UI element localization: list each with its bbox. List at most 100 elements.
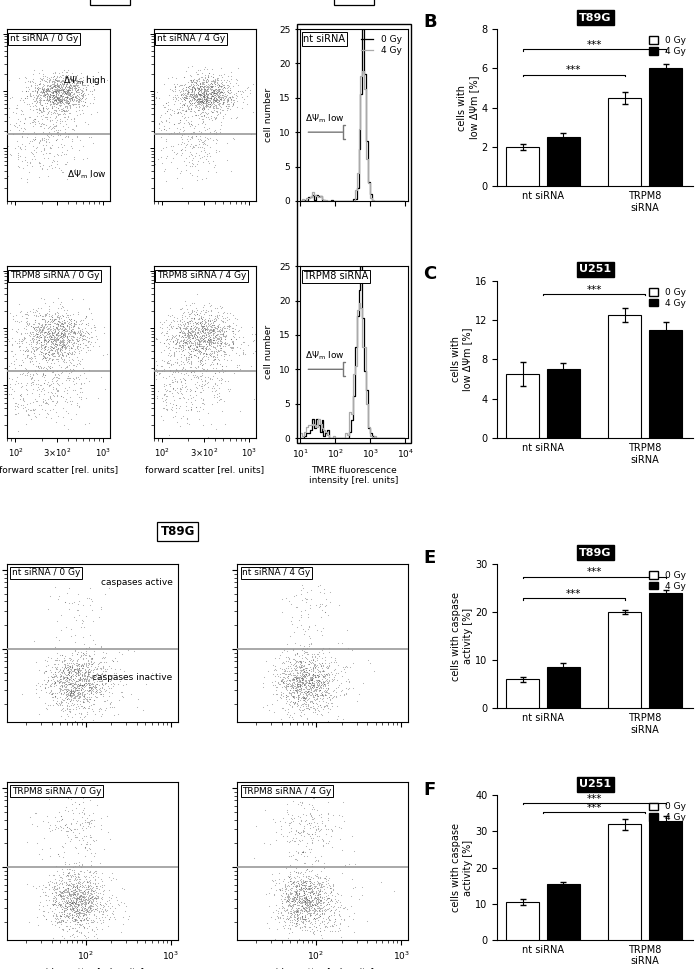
Point [95, 871, 106, 887]
Point [315, 679, 326, 695]
Point [33, 373, 44, 389]
Point [106, 906, 118, 922]
Point [297, 878, 308, 893]
Point [188, 90, 199, 106]
Point [64, 873, 76, 889]
Point [312, 700, 323, 715]
Point [293, 903, 304, 919]
Point [68, 889, 79, 904]
Point [186, 78, 197, 94]
Point [58, 81, 69, 97]
Point [212, 330, 223, 346]
Point [55, 818, 66, 833]
Point [194, 312, 205, 328]
Point [67, 714, 78, 730]
Point [71, 900, 82, 916]
Point [67, 78, 78, 93]
Point [208, 378, 219, 393]
Point [187, 155, 198, 171]
Point [196, 378, 207, 393]
Point [43, 145, 55, 161]
Point [300, 687, 312, 703]
Point [73, 693, 84, 708]
Point [295, 681, 306, 697]
Point [60, 658, 71, 673]
Point [70, 658, 81, 673]
Point [71, 903, 83, 919]
Point [69, 886, 80, 901]
Point [40, 69, 51, 84]
Point [176, 337, 188, 353]
Point [97, 676, 108, 692]
Point [38, 332, 49, 348]
Point [314, 892, 326, 908]
Point [233, 83, 244, 99]
Point [200, 91, 211, 107]
Point [298, 821, 309, 836]
Point [52, 83, 64, 99]
Point [41, 328, 52, 344]
Point [202, 79, 214, 95]
Point [313, 667, 324, 682]
Point [37, 76, 48, 91]
Point [63, 674, 74, 690]
Point [37, 348, 48, 363]
Point [200, 98, 211, 113]
Point [299, 887, 310, 902]
Point [5, 355, 16, 370]
Point [206, 84, 217, 100]
Point [50, 86, 62, 102]
Point [181, 112, 192, 128]
Point [204, 332, 216, 348]
Point [288, 651, 299, 667]
Point [198, 141, 209, 156]
Point [65, 883, 76, 898]
Point [60, 902, 71, 918]
Point [62, 92, 73, 108]
Point [10, 115, 22, 131]
Point [64, 918, 76, 933]
Point [76, 316, 88, 331]
Point [97, 877, 108, 892]
Point [76, 677, 88, 693]
Point [304, 663, 315, 678]
Point [65, 90, 76, 106]
Point [180, 309, 191, 325]
Point [207, 82, 218, 98]
Point [105, 830, 116, 846]
Point [197, 92, 209, 108]
Point [188, 318, 199, 333]
Point [74, 916, 85, 931]
Point [300, 878, 312, 893]
Point [316, 679, 327, 695]
Point [207, 322, 218, 337]
Point [188, 315, 199, 330]
Point [70, 317, 81, 332]
Point [57, 671, 69, 686]
Point [48, 94, 59, 109]
Point [317, 689, 328, 704]
Point [178, 90, 189, 106]
Point [186, 95, 197, 110]
Point [192, 287, 203, 302]
Point [178, 153, 190, 169]
Point [316, 903, 327, 919]
Point [21, 382, 32, 397]
Point [301, 826, 312, 841]
Point [248, 391, 260, 407]
Point [205, 325, 216, 340]
Point [45, 329, 56, 345]
Point [312, 690, 323, 705]
Point [86, 656, 97, 672]
Point [190, 137, 202, 152]
Point [57, 701, 69, 716]
Point [63, 331, 74, 347]
Point [318, 664, 329, 679]
Point [79, 668, 90, 683]
Point [300, 868, 312, 884]
Point [48, 329, 60, 345]
Point [48, 88, 59, 104]
Point [290, 646, 301, 662]
Point [170, 89, 181, 105]
Point [74, 92, 85, 108]
